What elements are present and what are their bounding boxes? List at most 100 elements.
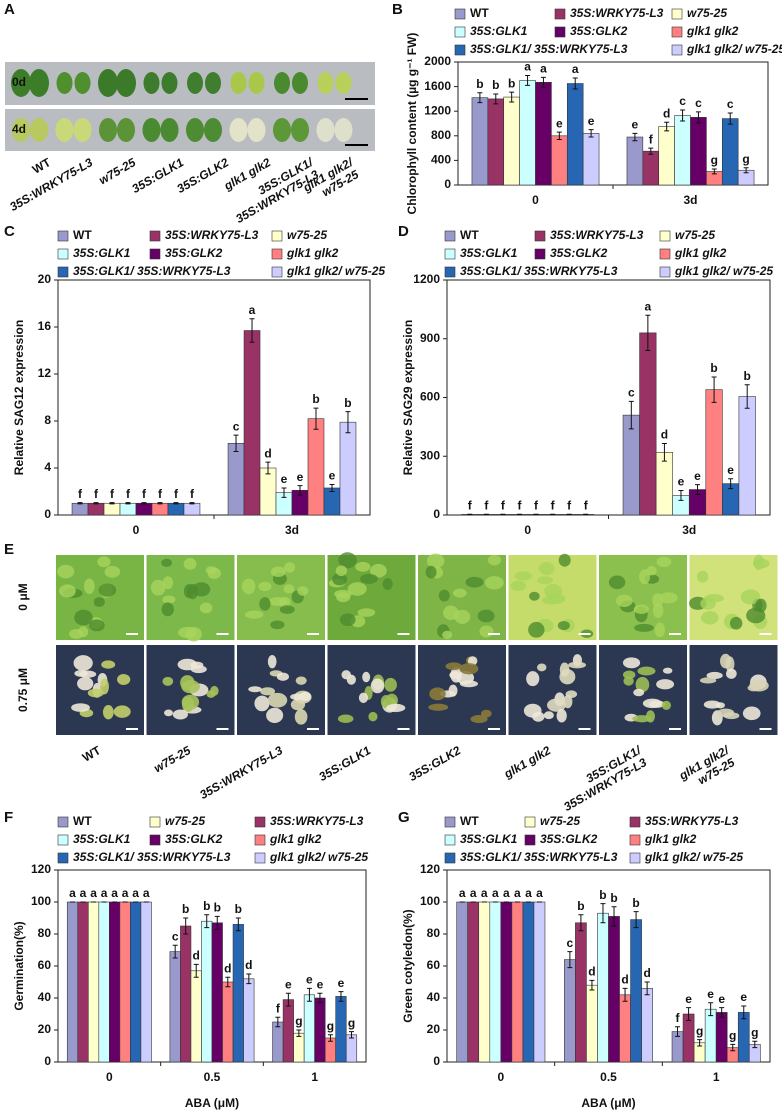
error-bar (632, 132, 638, 142)
y-tick-label: 20 (427, 1022, 441, 1036)
significance-letter: a (143, 886, 150, 900)
seedling (79, 670, 97, 678)
seedling (99, 678, 109, 695)
significance-letter: d (663, 106, 670, 120)
panel-letter: G (398, 809, 410, 826)
legend-swatch (524, 816, 536, 828)
seedling (73, 655, 93, 671)
bar (243, 978, 255, 1063)
legend-swatch (271, 248, 283, 260)
x-tick-label: 0 (497, 1070, 504, 1084)
seedling (162, 595, 176, 604)
legend-swatch (254, 852, 266, 864)
significance-letter: f (94, 487, 99, 501)
legend-swatch (454, 44, 466, 56)
leaf (334, 118, 353, 142)
panel-letter: A (4, 1, 15, 18)
seedling (662, 667, 673, 674)
significance-letter: f (584, 498, 589, 512)
panel-letter: E (4, 541, 14, 558)
error-bar (246, 973, 252, 985)
x-tick-label: 0.5 (204, 1070, 221, 1084)
legend-swatch (57, 816, 69, 828)
bar (272, 1021, 284, 1063)
legend-label: 35S:GLK2 (165, 246, 223, 260)
bar (87, 901, 100, 1063)
seedling (358, 692, 368, 704)
error-bar (540, 76, 546, 88)
seedling (729, 616, 743, 630)
bar (103, 502, 121, 516)
error-bar (338, 991, 344, 1002)
bar (619, 994, 631, 1063)
leaf (335, 72, 352, 94)
legend-label: glk1 glk2/ w75-25 (686, 42, 782, 56)
error-bar (509, 91, 515, 103)
significance-letter: d (588, 965, 595, 979)
bar (535, 81, 552, 186)
legend-swatch (444, 266, 456, 278)
legend-swatch (57, 248, 69, 260)
y-tick-label: 600 (420, 390, 440, 404)
leaf (142, 118, 161, 142)
bar (682, 1013, 695, 1063)
seedling (98, 583, 117, 597)
error-bar (589, 979, 595, 991)
error-bar (711, 168, 717, 175)
seedling (362, 671, 371, 683)
genotype-label: glk1 glk2 (501, 743, 554, 781)
leaf (56, 72, 73, 94)
bar (586, 984, 598, 1063)
seedling (452, 588, 467, 598)
seedling (557, 620, 570, 631)
seedling (78, 626, 89, 638)
bar (564, 959, 576, 1063)
significance-letter: d (643, 966, 650, 980)
legend-label: WT (470, 6, 489, 20)
seedling (267, 692, 288, 708)
legend-label: 35S:GLK1 (73, 832, 131, 846)
seedling (615, 594, 633, 607)
bar (119, 901, 131, 1063)
leaf (273, 118, 291, 142)
significance-letter: d (661, 428, 668, 442)
significance-letter: a (536, 886, 543, 900)
seedling (294, 709, 308, 725)
seedling (77, 676, 94, 691)
seedling (199, 602, 213, 614)
legend-label: glk1 glk2 (286, 246, 339, 260)
seedling (248, 686, 262, 693)
bar (314, 997, 326, 1063)
seedling (117, 674, 131, 685)
significance-letter: a (132, 886, 139, 900)
significance-letter: e (685, 992, 692, 1006)
error-bar (697, 1039, 703, 1047)
legend-label: glk1 glk2 (644, 832, 697, 846)
error-bar (727, 112, 733, 125)
significance-letter: e (338, 976, 345, 990)
significance-letter: d (245, 958, 252, 972)
seedling (266, 707, 284, 723)
bar (575, 922, 587, 1063)
legend-label: glk1 glk2 (269, 832, 322, 846)
error-bar (633, 911, 639, 929)
seedling (510, 580, 527, 592)
seedling (150, 579, 166, 596)
significance-letter: c (695, 96, 702, 110)
bar (130, 901, 142, 1063)
y-tick-label: 8 (44, 413, 51, 427)
bar (622, 414, 640, 516)
seedling (259, 597, 271, 611)
seedling (633, 604, 649, 614)
bar (151, 502, 169, 516)
bar (345, 1034, 358, 1063)
seedling (369, 563, 387, 578)
legend-label: 35S:GLK1 (470, 24, 528, 38)
error-bar (285, 992, 291, 1007)
seedling (368, 711, 378, 722)
x-tick-label: 0 (524, 523, 531, 537)
bar (456, 901, 469, 1063)
seedling (470, 715, 488, 724)
seedling (102, 705, 114, 720)
